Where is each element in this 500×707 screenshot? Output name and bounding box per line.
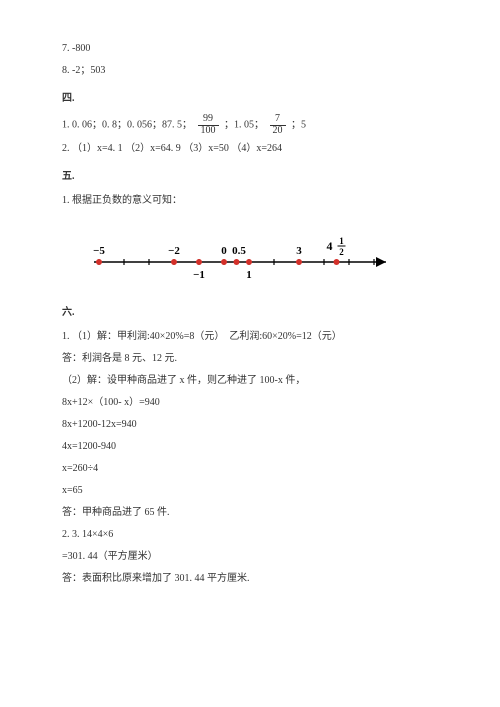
section-4-line-2: 2. （1）x=4. 1 （2）x=64. 9 （3）x=50 （4）x=264 [62, 140, 438, 158]
s6-line-9: 答：甲种商品进了 65 件. [62, 504, 438, 522]
fraction-denominator: 20 [270, 126, 286, 137]
svg-text:1: 1 [339, 236, 344, 246]
fraction-numerator: 99 [198, 114, 219, 126]
svg-text:4: 4 [327, 239, 333, 253]
svg-text:−5: −5 [93, 245, 105, 257]
s6-line-1: 1. （1）解：甲利润:40×20%=8（元） 乙利润:60×20%=12（元） [62, 328, 438, 346]
svg-text:2: 2 [339, 247, 344, 257]
s6-line-12: 答：表面积比原来增加了 301. 44 平方厘米. [62, 570, 438, 588]
svg-text:0.5: 0.5 [232, 245, 246, 257]
svg-text:0: 0 [221, 245, 227, 257]
s6-line-3: （2）解：设甲种商品进了 x 件，则乙种进了 100-x 件， [62, 372, 438, 390]
s6-line-4: 8x+12×（100- x）=940 [62, 394, 438, 412]
s4-l1-part-b: ；1. 05； [224, 119, 264, 130]
s6-line-10: 2. 3. 14×4×6 [62, 526, 438, 544]
s6-line-5: 8x+1200-12x=940 [62, 416, 438, 434]
s6-line-6: 4x=1200-940 [62, 438, 438, 456]
svg-text:1: 1 [246, 269, 252, 281]
number-line-diagram: −5−2−100.513412 [62, 228, 422, 294]
section-5-line-1: 1. 根据正负数的意义可知： [62, 192, 438, 210]
fraction-denominator: 100 [198, 126, 219, 137]
section-5-heading: 五. [62, 168, 438, 186]
fraction-7-20: 7 20 [270, 114, 286, 136]
section-6-heading: 六. [62, 304, 438, 322]
s6-line-7: x=260÷4 [62, 460, 438, 478]
svg-text:−2: −2 [168, 245, 180, 257]
svg-text:3: 3 [296, 245, 302, 257]
fraction-99-100: 99 100 [198, 114, 219, 136]
svg-text:−1: −1 [193, 269, 205, 281]
s6-line-8: x=65 [62, 482, 438, 500]
section-4-line-1: 1. 0. 06；0. 8；0. 056；87. 5； 99 100 ；1. 0… [62, 114, 438, 136]
s4-l1-part-a: 1. 0. 06；0. 8；0. 056；87. 5； [62, 119, 192, 130]
s6-line-2: 答：利润各是 8 元、12 元. [62, 350, 438, 368]
section-4-heading: 四. [62, 90, 438, 108]
answer-8: 8. -2；503 [62, 62, 438, 80]
answer-7: 7. -800 [62, 40, 438, 58]
s4-l1-part-c: ；5 [291, 119, 306, 130]
fraction-numerator: 7 [270, 114, 286, 126]
s6-line-11: =301. 44（平方厘米） [62, 548, 438, 566]
